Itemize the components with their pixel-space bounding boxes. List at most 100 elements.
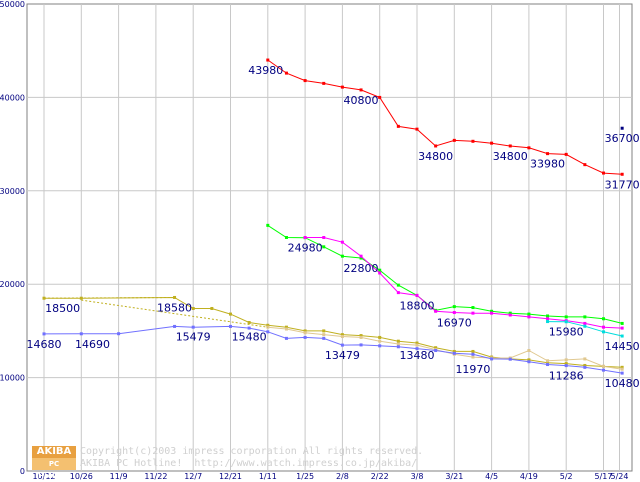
data-point — [396, 345, 400, 349]
plot-area — [26, 3, 633, 472]
x-tick-label: 4/5 — [485, 472, 498, 480]
data-point — [42, 296, 46, 300]
data-point — [490, 357, 494, 361]
data-point — [583, 324, 587, 328]
y-tick-label: 0 — [20, 467, 25, 476]
data-point — [303, 329, 307, 333]
x-tick-label: 1/25 — [296, 472, 314, 480]
series-line-olive-trend — [81, 299, 268, 328]
data-point — [117, 332, 121, 336]
data-point — [564, 358, 568, 362]
akiba-logo: AKIBA PC Hotline! — [32, 446, 76, 480]
data-point — [471, 352, 475, 356]
data-point — [546, 363, 550, 367]
y-tick-label: 20000 — [0, 280, 25, 289]
data-point — [434, 309, 438, 313]
data-label: 18580 — [157, 301, 192, 314]
data-point — [602, 330, 605, 334]
data-point — [191, 306, 195, 310]
data-point — [173, 324, 177, 328]
data-point — [340, 254, 344, 258]
axes: 0 10000 20000 30000 40000 50000 10/12 10/26 11/9… — [0, 0, 628, 480]
data-point — [471, 306, 475, 310]
data-label: 18500 — [45, 302, 80, 315]
data-point — [527, 358, 531, 362]
data-point — [452, 138, 456, 142]
data-point — [508, 144, 512, 148]
data-point — [359, 256, 363, 260]
data-label: 34800 — [493, 150, 528, 163]
data-point — [378, 339, 382, 343]
data-point — [546, 320, 550, 324]
logo-bottom-text: PC Hotline! — [32, 458, 76, 480]
data-point — [602, 171, 605, 175]
data-label: 13479 — [325, 349, 360, 362]
data-point — [471, 355, 475, 359]
data-point — [583, 357, 587, 361]
data-point — [490, 309, 494, 313]
series-line-magenta — [305, 237, 623, 329]
data-point — [396, 283, 400, 287]
data-point — [602, 317, 605, 321]
data-point — [322, 245, 326, 249]
data-point — [564, 362, 568, 366]
data-point — [79, 332, 83, 336]
data-point — [191, 325, 195, 329]
data-point — [452, 305, 456, 309]
data-point — [415, 127, 419, 131]
data-point — [434, 349, 438, 353]
data-point — [527, 315, 531, 319]
data-point — [322, 81, 326, 85]
data-label: 36700 — [605, 132, 640, 145]
data-point — [583, 321, 587, 325]
data-point — [378, 95, 382, 99]
data-point — [490, 141, 494, 145]
x-tick-label: 11/9 — [110, 472, 128, 480]
data-point — [378, 271, 382, 275]
data-point — [359, 335, 363, 339]
data-label: 11286 — [549, 370, 584, 383]
data-point — [620, 371, 624, 375]
data-point — [229, 312, 232, 316]
grid — [26, 3, 633, 472]
data-point — [564, 152, 568, 156]
x-tick-label: 5/24 — [611, 472, 629, 480]
data-point — [284, 236, 288, 239]
series-line-green — [267, 224, 623, 324]
data-point — [340, 343, 344, 347]
data-point — [415, 347, 419, 351]
data-label: 31770 — [605, 178, 640, 191]
data-point — [620, 367, 624, 371]
data-point — [620, 365, 624, 369]
data-point — [508, 313, 512, 317]
data-point — [546, 314, 550, 318]
x-tick-label: 5/17 — [595, 472, 613, 480]
data-point — [546, 361, 550, 365]
logo-top-text: AKIBA — [32, 446, 76, 458]
data-point — [471, 349, 475, 353]
data-point — [340, 240, 344, 244]
x-tick-label: 11/22 — [144, 472, 167, 480]
y-tick-label: 50000 — [0, 0, 25, 9]
data-point — [452, 349, 456, 353]
data-point — [564, 364, 568, 368]
data-point — [434, 144, 438, 148]
data-point — [415, 341, 419, 345]
data-point — [266, 323, 270, 327]
data-point — [620, 321, 624, 325]
data-point — [378, 268, 382, 272]
data-point — [452, 351, 456, 355]
series-line-olive-dotted — [43, 297, 175, 299]
data-point — [322, 336, 326, 340]
data-point — [229, 324, 232, 328]
data-point — [322, 236, 326, 239]
data-point — [564, 315, 568, 319]
data-point — [266, 330, 270, 334]
x-tick-label: 12/21 — [219, 472, 242, 480]
data-label: 18800 — [400, 299, 435, 312]
data-point — [340, 335, 344, 339]
data-label: 33980 — [530, 158, 565, 171]
data-point — [322, 333, 326, 337]
x-tick-label: 3/8 — [411, 472, 424, 480]
